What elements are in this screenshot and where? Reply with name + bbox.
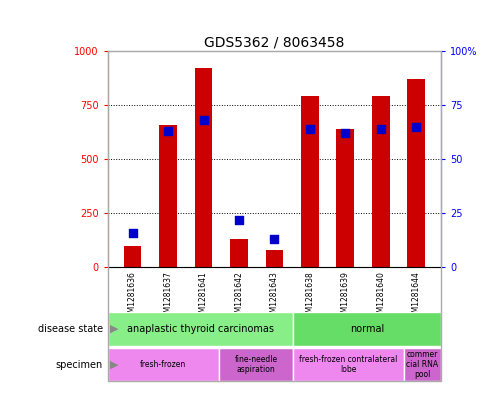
Title: GDS5362 / 8063458: GDS5362 / 8063458	[204, 36, 344, 50]
Text: commer
cial RNA
pool: commer cial RNA pool	[406, 350, 439, 379]
Bar	[404, 348, 441, 381]
Point	[412, 123, 420, 130]
Bar	[159, 125, 177, 267]
Text: GSM1281637: GSM1281637	[164, 271, 172, 322]
Text: disease state: disease state	[38, 324, 103, 334]
Text: GSM1281639: GSM1281639	[341, 271, 350, 322]
Bar	[219, 348, 293, 381]
Point	[306, 126, 314, 132]
Bar	[230, 239, 248, 267]
Point	[270, 236, 278, 242]
Bar	[124, 246, 142, 267]
Bar	[108, 348, 219, 381]
Text: normal: normal	[350, 324, 384, 334]
Text: GSM1281643: GSM1281643	[270, 271, 279, 322]
Text: GSM1281640: GSM1281640	[376, 271, 385, 322]
Text: GSM1281642: GSM1281642	[234, 271, 244, 322]
Bar	[266, 250, 283, 267]
Text: ▶: ▶	[110, 324, 119, 334]
Text: GSM1281638: GSM1281638	[305, 271, 315, 322]
Text: fine-needle
aspiration: fine-needle aspiration	[234, 355, 277, 374]
Text: GSM1281641: GSM1281641	[199, 271, 208, 322]
Bar	[195, 68, 212, 267]
Text: GSM1281644: GSM1281644	[412, 271, 421, 322]
Bar	[293, 348, 404, 381]
Point	[342, 130, 349, 136]
Point	[377, 126, 385, 132]
Text: GSM1281636: GSM1281636	[128, 271, 137, 322]
Point	[129, 230, 137, 236]
Bar	[301, 96, 318, 267]
Text: fresh-frozen: fresh-frozen	[140, 360, 187, 369]
Bar	[293, 312, 441, 346]
Point	[199, 117, 207, 123]
Text: anaplastic thyroid carcinomas: anaplastic thyroid carcinomas	[127, 324, 274, 334]
Point	[164, 128, 172, 134]
Bar	[407, 79, 425, 267]
Text: fresh-frozen contralateral
lobe: fresh-frozen contralateral lobe	[299, 355, 397, 374]
Bar	[337, 129, 354, 267]
Point	[235, 217, 243, 223]
Text: ▶: ▶	[110, 360, 119, 369]
Bar	[372, 96, 390, 267]
Bar	[108, 312, 293, 346]
Text: specimen: specimen	[56, 360, 103, 369]
